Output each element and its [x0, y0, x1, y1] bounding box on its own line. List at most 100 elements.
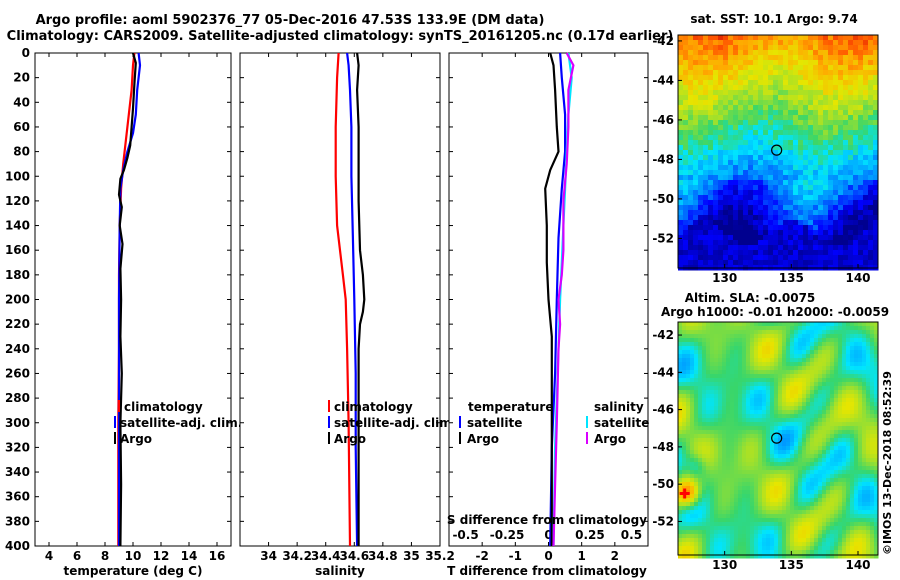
map-cell [858, 190, 864, 196]
map-cell [726, 482, 731, 487]
map-cell [793, 175, 799, 181]
map-cell [743, 200, 749, 206]
map-cell [690, 338, 695, 343]
map-cell [722, 474, 727, 479]
map-cell [733, 135, 739, 141]
map-cell [753, 145, 759, 151]
map-cell [728, 220, 734, 226]
map-cell [723, 65, 729, 71]
map-cell [698, 120, 704, 126]
map-cell [682, 386, 687, 391]
map-cell [822, 366, 827, 371]
map-cell [693, 125, 699, 131]
map-cell [854, 398, 859, 403]
map-cell [866, 538, 871, 543]
map-cell [730, 362, 735, 367]
map-cell [802, 522, 807, 527]
map-cell [873, 120, 879, 126]
map-cell [713, 35, 719, 41]
map-cell [733, 225, 739, 231]
map-cell [870, 454, 875, 459]
map-cell [808, 185, 814, 191]
map-cell [808, 235, 814, 241]
map-cell [778, 510, 783, 515]
map-cell [870, 322, 875, 327]
map-cell [838, 185, 844, 191]
map-cell [808, 180, 814, 186]
map-cell [722, 430, 727, 435]
map-cell [842, 486, 847, 491]
map-cell [748, 85, 754, 91]
map-cell [698, 462, 703, 467]
map-cell [766, 506, 771, 511]
map-cell [763, 175, 769, 181]
map-cell [722, 386, 727, 391]
map-cell [858, 450, 863, 455]
map-cell [678, 390, 683, 395]
map-cell [742, 434, 747, 439]
map-cell [766, 446, 771, 451]
map-cell [873, 145, 879, 151]
map-cell [758, 502, 763, 507]
map-cell [683, 195, 689, 201]
map-cell [794, 390, 799, 395]
map-cell [788, 215, 794, 221]
map-cell [858, 125, 864, 131]
map-cell [763, 225, 769, 231]
map-cell [834, 346, 839, 351]
map-cell [748, 145, 754, 151]
map-cell [778, 235, 784, 241]
map-cell [794, 422, 799, 427]
map-cell [798, 245, 804, 251]
map-cell [698, 402, 703, 407]
map-cell [694, 510, 699, 515]
map-cell [782, 322, 787, 327]
map-cell [778, 210, 784, 216]
map-cell [868, 195, 874, 201]
map-cell [838, 326, 843, 331]
t-difference-tick-label: 2 [611, 549, 619, 563]
map-cell [790, 414, 795, 419]
map-cell [794, 446, 799, 451]
map-cell [690, 406, 695, 411]
map-cell [718, 486, 723, 491]
map-cell [710, 534, 715, 539]
map-cell [738, 390, 743, 395]
map-cell [718, 105, 724, 111]
map-cell [814, 450, 819, 455]
map-cell [874, 382, 879, 387]
map-cell [718, 230, 724, 236]
map-cell [726, 522, 731, 527]
map-cell [802, 366, 807, 371]
map-cell [798, 205, 804, 211]
map-cell [678, 498, 683, 503]
map-cell [762, 510, 767, 515]
map-cell [838, 240, 844, 246]
map-cell [718, 470, 723, 475]
map-cell [718, 70, 724, 76]
map-cell [770, 482, 775, 487]
map-cell [686, 526, 691, 531]
map-cell [688, 160, 694, 166]
map-cell [866, 526, 871, 531]
map-cell [850, 498, 855, 503]
map-cell [830, 530, 835, 535]
map-cell [718, 60, 724, 66]
map-cell [678, 155, 684, 161]
map-cell [773, 175, 779, 181]
map-cell [768, 190, 774, 196]
map-cell [723, 35, 729, 41]
map-cell [770, 534, 775, 539]
map-cell [802, 418, 807, 423]
map-cell [693, 50, 699, 56]
map-cell [762, 498, 767, 503]
map-cell [678, 110, 684, 116]
map-cell [770, 398, 775, 403]
map-cell [858, 394, 863, 399]
map-cell [753, 225, 759, 231]
map-cell [730, 470, 735, 475]
map-cell [850, 530, 855, 535]
map-cell [726, 422, 731, 427]
map-cell [793, 120, 799, 126]
map-cell [858, 150, 864, 156]
